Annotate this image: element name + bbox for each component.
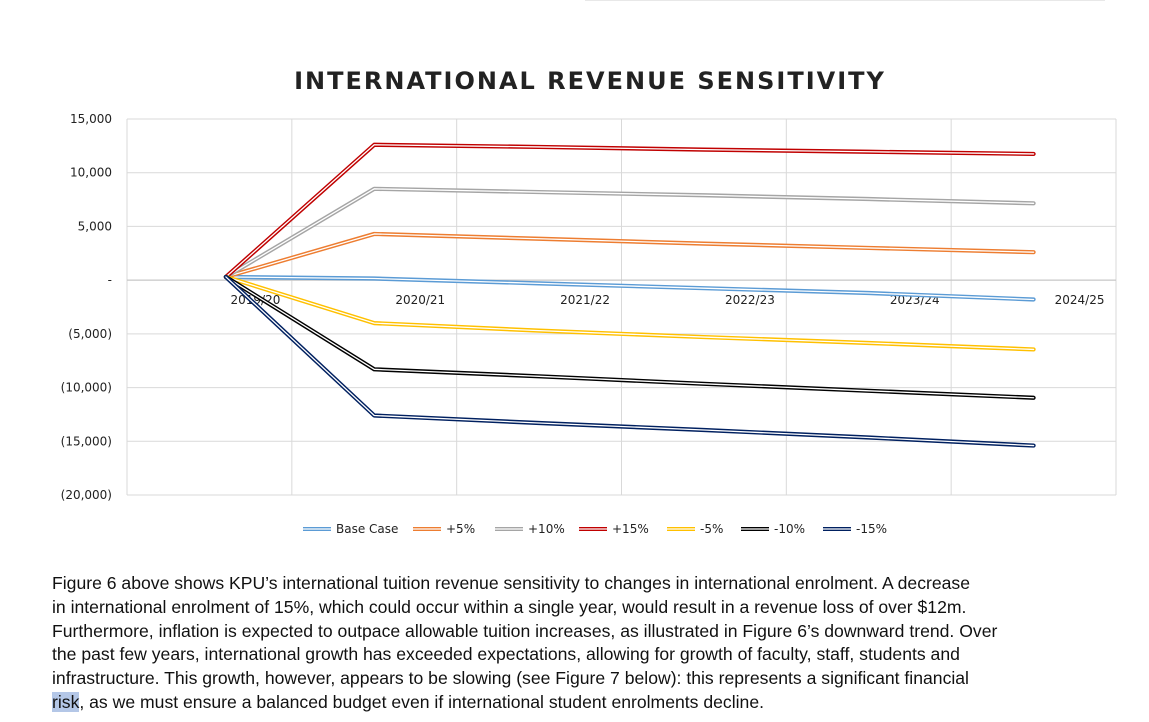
- legend-item: Base Case: [303, 522, 398, 536]
- x-tick-label: 2020/21: [395, 293, 445, 307]
- series-line-inner: [225, 188, 1035, 278]
- revenue-sensitivity-chart: INTERNATIONAL REVENUE SENSITIVITY 15,000…: [61, 67, 1117, 536]
- series-lines: [223, 142, 1036, 448]
- series--10-: [223, 274, 1036, 400]
- series-line-inner: [225, 276, 1035, 399]
- y-axis-tick-labels: 15,000 10,000 5,000 - (5,000) (10,000) (15,000…: [61, 112, 112, 502]
- paragraph-line: Figure 6 above shows KPU’s international…: [52, 573, 971, 593]
- series--15-: [223, 142, 1036, 280]
- y-tick-label: (10,000): [61, 381, 112, 395]
- y-tick-label: (5,000): [68, 327, 112, 341]
- paragraph-line: the past few years, international growth…: [52, 644, 960, 665]
- series-line-inner: [225, 144, 1035, 278]
- legend-item: -5%: [667, 522, 723, 536]
- x-axis: 2019/20 2020/21 2021/22 2022/23 2023/24 2024/…: [127, 279, 1116, 307]
- y-tick-label: 10,000: [70, 166, 112, 180]
- chart-title: INTERNATIONAL REVENUE SENSITIVITY: [294, 67, 886, 95]
- legend-item: +5%: [413, 522, 475, 536]
- paragraph-line-last: risk, as we must ensure a balanced budge…: [52, 691, 1132, 715]
- series-base-case: [223, 274, 1036, 302]
- figure-description-paragraph: Figure 6 above shows KPU’s international…: [52, 572, 1132, 715]
- paragraph-line: Furthermore, inflation is expected to ou…: [52, 620, 998, 641]
- legend-label: -5%: [700, 522, 723, 536]
- x-tick-label: 2022/23: [725, 293, 775, 307]
- legend-label: +5%: [446, 522, 475, 536]
- series-line: [223, 231, 1036, 280]
- series-line-inner: [225, 276, 1035, 447]
- series-line-inner: [225, 276, 1035, 351]
- chart-gridlines: [126, 118, 1117, 496]
- legend-label: Base Case: [336, 522, 398, 536]
- highlighted-word[interactable]: risk: [52, 691, 80, 712]
- legend-label: -10%: [774, 522, 805, 536]
- chart-legend: Base Case +5% +10% +15% -5% -10% -15%: [303, 522, 887, 536]
- paragraph-line: in international enrolment of 15%, which…: [52, 596, 967, 617]
- series--5-: [223, 274, 1036, 352]
- legend-item: -15%: [823, 522, 887, 536]
- series-line: [223, 142, 1036, 280]
- legend-item: +10%: [495, 522, 565, 536]
- series-line-inner: [225, 276, 1035, 301]
- legend-label: +15%: [612, 522, 649, 536]
- series-line-inner: [225, 233, 1035, 278]
- legend-label: -15%: [856, 522, 887, 536]
- y-tick-label: (15,000): [61, 434, 112, 448]
- paragraph-line: infrastructure. This growth, however, ap…: [52, 668, 969, 689]
- y-tick-label: 15,000: [70, 112, 112, 126]
- series--10-: [223, 186, 1036, 280]
- x-tick-label: 2024/25: [1055, 293, 1105, 307]
- y-tick-label: 5,000: [78, 219, 112, 233]
- series--5-: [223, 231, 1036, 280]
- paragraph-line-rest: , as we must ensure a balanced budget ev…: [79, 691, 765, 712]
- legend-label: +10%: [528, 522, 565, 536]
- top-divider-line: [585, 0, 1105, 1]
- series-line: [223, 186, 1036, 280]
- y-tick-label: -: [108, 273, 112, 287]
- legend-item: -10%: [741, 522, 805, 536]
- series--15-: [223, 274, 1036, 448]
- y-tick-label: (20,000): [61, 488, 112, 502]
- x-tick-label: 2021/22: [560, 293, 610, 307]
- legend-item: +15%: [579, 522, 649, 536]
